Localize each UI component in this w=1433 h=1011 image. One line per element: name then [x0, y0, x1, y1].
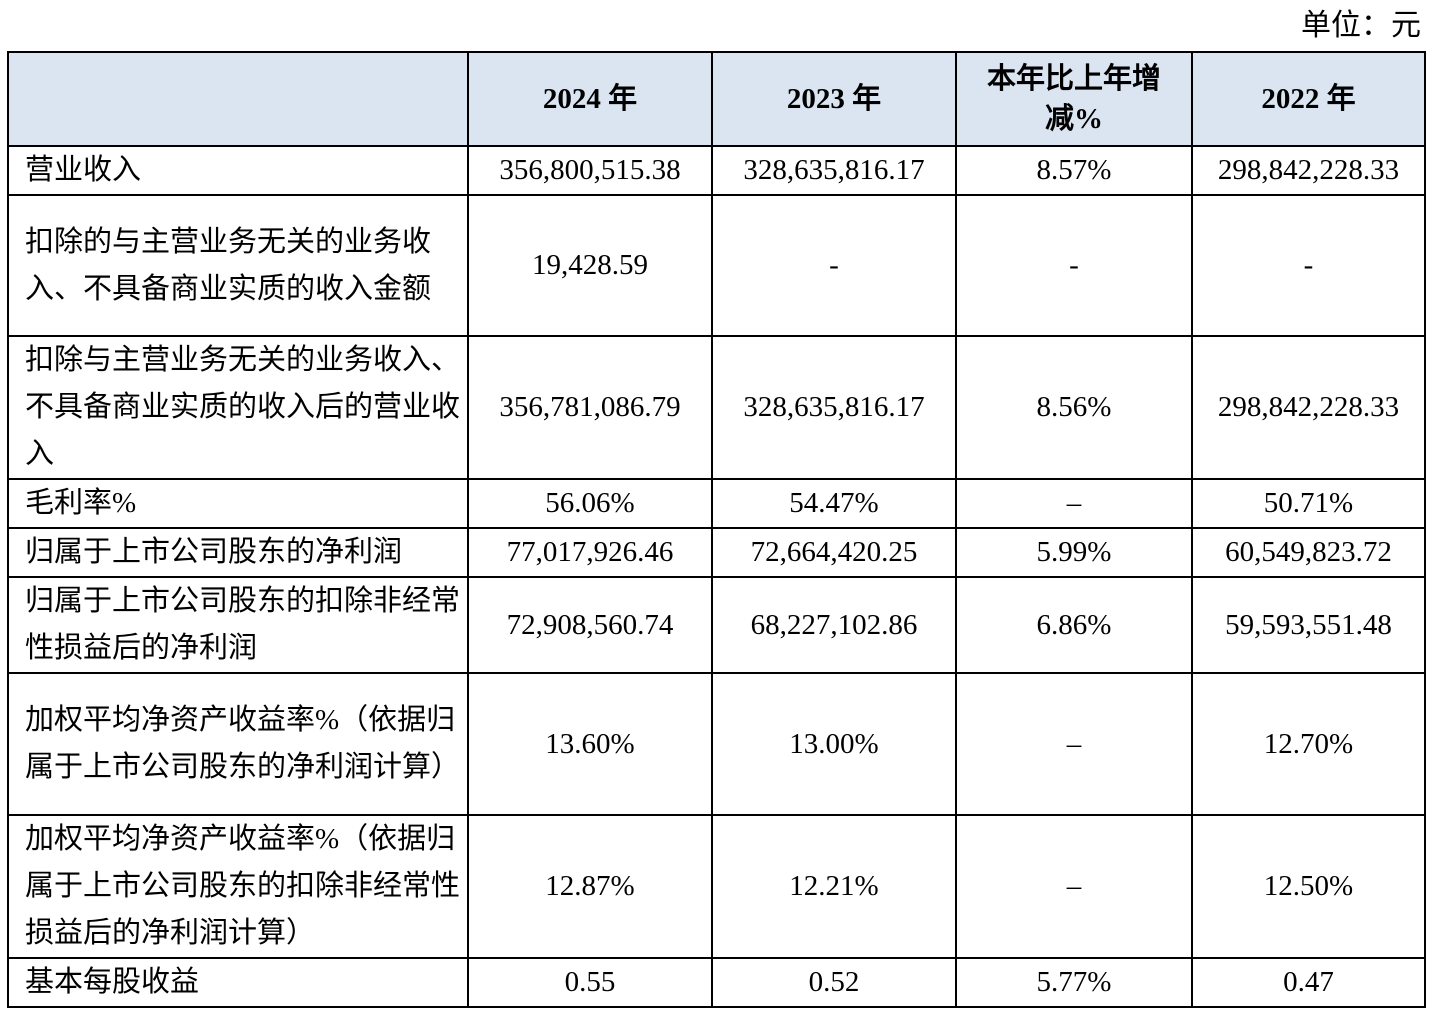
- cell-change: 8.57%: [955, 145, 1193, 196]
- cell-2024: 356,800,515.38: [467, 145, 713, 196]
- cell-2022: 0.47: [1191, 957, 1426, 1008]
- cell-2022: 12.70%: [1191, 672, 1426, 816]
- row-label: 归属于上市公司股东的净利润: [7, 527, 469, 578]
- cell-2024: 0.55: [467, 957, 713, 1008]
- financial-summary-table: 2024 年 2023 年 本年比上年增减% 2022 年 营业收入 356,8…: [7, 51, 1426, 1008]
- cell-2024: 12.87%: [467, 814, 713, 959]
- cell-2024: 356,781,086.79: [467, 335, 713, 480]
- cell-change: –: [955, 478, 1193, 529]
- header-2023: 2023 年: [711, 51, 957, 147]
- table-row: 扣除与主营业务无关的业务收入、不具备商业实质的收入后的营业收入 356,781,…: [7, 335, 1426, 480]
- unit-label: 单位：元: [1301, 9, 1421, 42]
- cell-2022: -: [1191, 194, 1426, 337]
- header-2024: 2024 年: [467, 51, 713, 147]
- header-2022: 2022 年: [1191, 51, 1426, 147]
- row-label: 扣除的与主营业务无关的业务收入、不具备商业实质的收入金额: [7, 194, 469, 337]
- cell-2022: 12.50%: [1191, 814, 1426, 959]
- row-label: 归属于上市公司股东的扣除非经常性损益后的净利润: [7, 576, 469, 674]
- row-label: 加权平均净资产收益率%（依据归属于上市公司股东的扣除非经常性损益后的净利润计算）: [7, 814, 469, 959]
- cell-2024: 56.06%: [467, 478, 713, 529]
- row-label: 毛利率%: [7, 478, 469, 529]
- cell-2023: 68,227,102.86: [711, 576, 957, 674]
- table-row: 加权平均净资产收益率%（依据归属于上市公司股东的扣除非经常性损益后的净利润计算）…: [7, 814, 1426, 959]
- cell-2022: 50.71%: [1191, 478, 1426, 529]
- table-row: 归属于上市公司股东的净利润 77,017,926.46 72,664,420.2…: [7, 527, 1426, 578]
- cell-change: 5.77%: [955, 957, 1193, 1008]
- table-row: 营业收入 356,800,515.38 328,635,816.17 8.57%…: [7, 145, 1426, 196]
- cell-change: –: [955, 814, 1193, 959]
- table-row: 扣除的与主营业务无关的业务收入、不具备商业实质的收入金额 19,428.59 -…: [7, 194, 1426, 337]
- table-row: 归属于上市公司股东的扣除非经常性损益后的净利润 72,908,560.74 68…: [7, 576, 1426, 674]
- cell-2023: -: [711, 194, 957, 337]
- header-change: 本年比上年增减%: [955, 51, 1193, 147]
- table-header-row: 2024 年 2023 年 本年比上年增减% 2022 年: [7, 51, 1426, 147]
- cell-2023: 72,664,420.25: [711, 527, 957, 578]
- cell-2023: 328,635,816.17: [711, 145, 957, 196]
- cell-2023: 0.52: [711, 957, 957, 1008]
- cell-2024: 77,017,926.46: [467, 527, 713, 578]
- cell-change: 5.99%: [955, 527, 1193, 578]
- cell-2024: 72,908,560.74: [467, 576, 713, 674]
- cell-2022: 59,593,551.48: [1191, 576, 1426, 674]
- cell-2022: 298,842,228.33: [1191, 335, 1426, 480]
- row-label: 营业收入: [7, 145, 469, 196]
- cell-2023: 12.21%: [711, 814, 957, 959]
- cell-2024: 13.60%: [467, 672, 713, 816]
- cell-change: –: [955, 672, 1193, 816]
- row-label: 基本每股收益: [7, 957, 469, 1008]
- header-label: [7, 51, 469, 147]
- table-row: 加权平均净资产收益率%（依据归属于上市公司股东的净利润计算） 13.60% 13…: [7, 672, 1426, 816]
- cell-2023: 328,635,816.17: [711, 335, 957, 480]
- cell-2022: 60,549,823.72: [1191, 527, 1426, 578]
- table-row: 毛利率% 56.06% 54.47% – 50.71%: [7, 478, 1426, 529]
- row-label: 扣除与主营业务无关的业务收入、不具备商业实质的收入后的营业收入: [7, 335, 469, 480]
- cell-2024: 19,428.59: [467, 194, 713, 337]
- cell-change: -: [955, 194, 1193, 337]
- row-label: 加权平均净资产收益率%（依据归属于上市公司股东的净利润计算）: [7, 672, 469, 816]
- table-row: 基本每股收益 0.55 0.52 5.77% 0.47: [7, 957, 1426, 1008]
- cell-2023: 13.00%: [711, 672, 957, 816]
- cell-2022: 298,842,228.33: [1191, 145, 1426, 196]
- cell-change: 6.86%: [955, 576, 1193, 674]
- cell-change: 8.56%: [955, 335, 1193, 480]
- cell-2023: 54.47%: [711, 478, 957, 529]
